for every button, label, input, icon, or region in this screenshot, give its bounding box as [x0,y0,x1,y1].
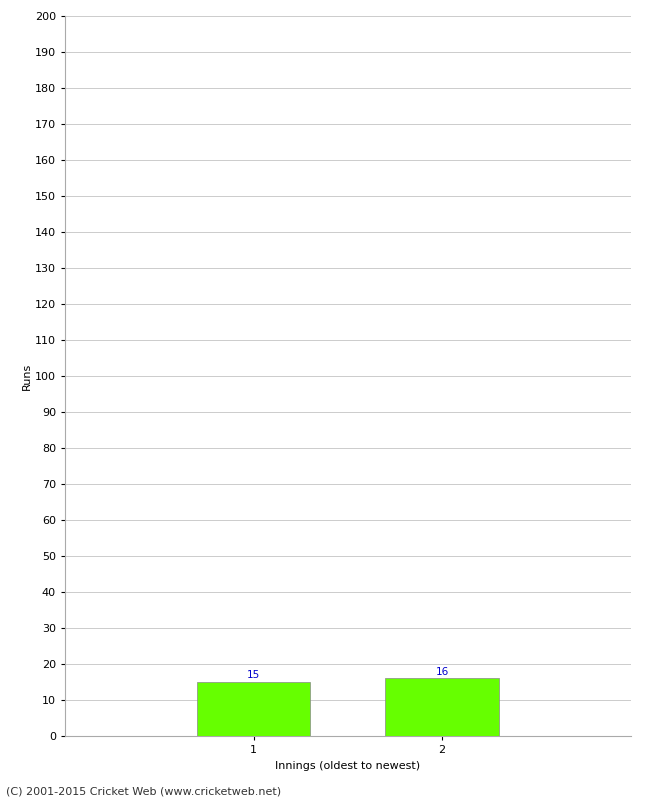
Bar [385,678,499,736]
Text: 16: 16 [436,666,448,677]
X-axis label: Innings (oldest to newest): Innings (oldest to newest) [275,761,421,770]
Y-axis label: Runs: Runs [22,362,32,390]
Text: (C) 2001-2015 Cricket Web (www.cricketweb.net): (C) 2001-2015 Cricket Web (www.cricketwe… [6,786,281,796]
Text: 15: 15 [247,670,260,680]
Bar [197,682,310,736]
